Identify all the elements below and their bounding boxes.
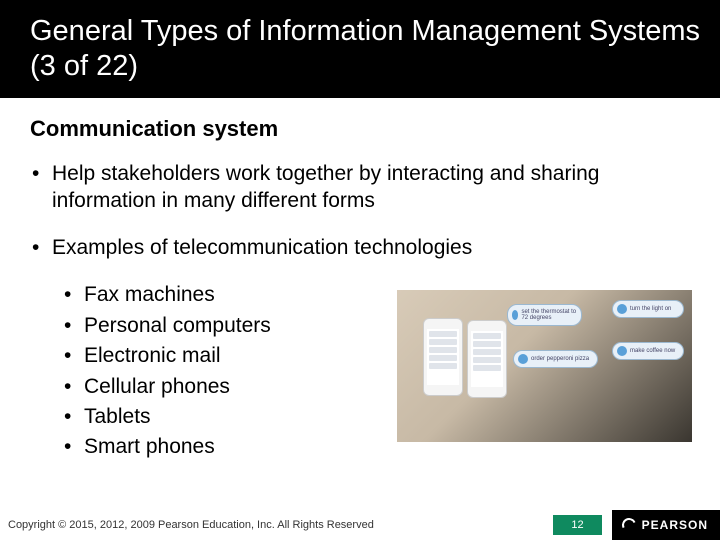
subheading: Communication system <box>30 116 690 142</box>
brand-logo: PEARSON <box>612 510 720 540</box>
phone-icon <box>423 318 463 396</box>
badge-label: order pepperoni pizza <box>531 356 589 362</box>
badge-label: make coffee now <box>630 348 675 354</box>
illustration-badge: make coffee now <box>612 342 684 360</box>
page-number-badge: 12 <box>553 515 601 535</box>
bullet-item: Examples of telecommunication technologi… <box>30 234 690 261</box>
slide-title: General Types of Information Management … <box>30 14 720 84</box>
copyright-text: Copyright © 2015, 2012, 2009 Pearson Edu… <box>0 519 553 531</box>
phone-icon <box>467 320 507 398</box>
illustration-badge: set the thermostat to 72 degrees <box>507 304 582 326</box>
footer: Copyright © 2015, 2012, 2009 Pearson Edu… <box>0 510 720 540</box>
title-bar: General Types of Information Management … <box>0 0 720 98</box>
illustration-badge: order pepperoni pizza <box>513 350 598 368</box>
badge-label: turn the light on <box>630 306 671 312</box>
bullet-item: Help stakeholders work together by inter… <box>30 160 690 215</box>
pearson-swoosh-icon <box>620 516 638 534</box>
badge-label: set the thermostat to 72 degrees <box>521 309 577 321</box>
illustration-smart-home: set the thermostat to 72 degrees order p… <box>397 290 692 442</box>
brand-name: PEARSON <box>642 518 708 532</box>
illustration-badge: turn the light on <box>612 300 684 318</box>
